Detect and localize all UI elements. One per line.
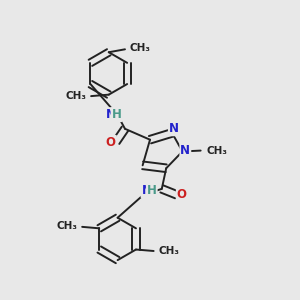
- Text: N: N: [180, 144, 190, 157]
- Text: O: O: [106, 136, 116, 149]
- Text: CH₃: CH₃: [130, 44, 151, 53]
- Text: N: N: [169, 122, 179, 135]
- Text: CH₃: CH₃: [158, 246, 179, 256]
- Text: H: H: [112, 108, 122, 121]
- Text: CH₃: CH₃: [56, 221, 77, 231]
- Text: N: N: [106, 108, 116, 121]
- Text: N: N: [142, 184, 152, 197]
- Text: CH₃: CH₃: [206, 146, 227, 156]
- Text: CH₃: CH₃: [65, 91, 86, 101]
- Text: O: O: [177, 188, 187, 201]
- Text: H: H: [147, 184, 157, 197]
